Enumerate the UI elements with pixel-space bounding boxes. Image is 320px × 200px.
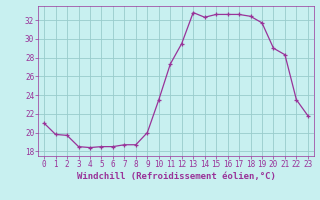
X-axis label: Windchill (Refroidissement éolien,°C): Windchill (Refroidissement éolien,°C) — [76, 172, 276, 181]
